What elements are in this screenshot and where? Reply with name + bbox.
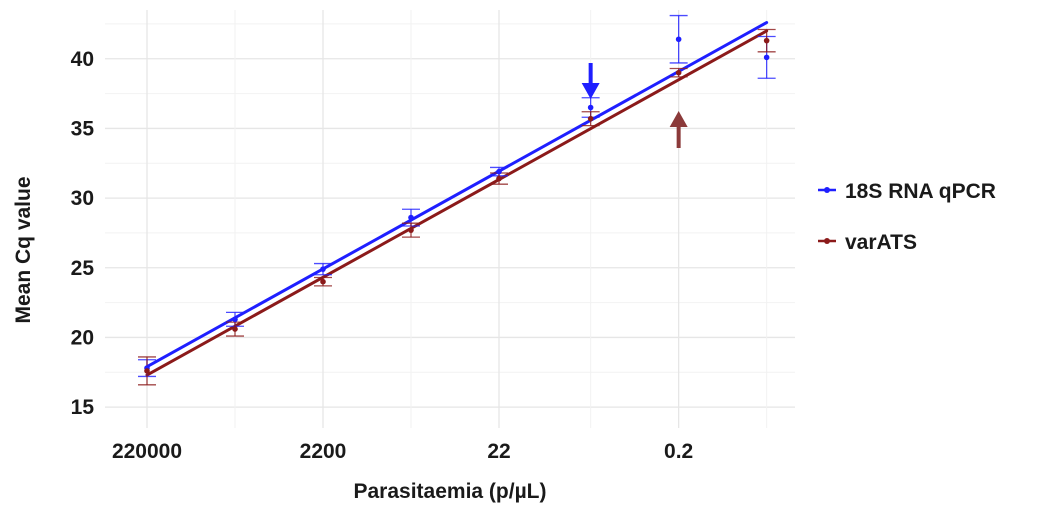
y-tick-label: 15: [71, 396, 95, 419]
arrow-up-head: [669, 111, 688, 127]
data-point: [232, 316, 238, 323]
fit-line: [145, 21, 769, 369]
x-tick-label: 0.2: [664, 440, 693, 463]
legend-label-varats: varATS: [845, 231, 917, 254]
data-point: [144, 368, 150, 374]
data-point: [587, 104, 594, 111]
fit-line: [145, 29, 769, 377]
data-point: [496, 175, 502, 182]
y-axis-title: Mean Cq value: [12, 176, 35, 323]
x-axis-title: Parasitaemia (p/µL): [354, 480, 547, 503]
data-point: [763, 37, 770, 44]
data-points: [144, 36, 770, 374]
legend-item-18s: 18S RNA qPCR: [818, 180, 996, 203]
annotation-arrows: [581, 63, 688, 148]
x-tick-label: 2200: [300, 440, 347, 463]
data-point: [675, 36, 682, 43]
y-tick-label: 20: [71, 326, 94, 349]
data-point: [232, 326, 238, 332]
y-tick-label: 25: [71, 257, 95, 280]
x-tick-label: 22: [487, 440, 510, 463]
x-tick-label: 220000: [112, 440, 182, 463]
y-tick-label: 40: [71, 48, 94, 71]
y-tick-label: 30: [71, 187, 94, 210]
data-point: [408, 227, 414, 233]
x-axis-ticks: 220000 2200 22 0.2: [112, 440, 693, 463]
y-tick-label: 35: [71, 117, 95, 140]
y-axis-ticks: 15 20 25 30 35 40: [71, 48, 95, 419]
arrow-down-head: [581, 83, 600, 99]
legend-dot-varats: [824, 238, 830, 244]
fit-lines: [145, 21, 769, 377]
legend-dot-18s: [824, 187, 830, 193]
data-point: [408, 214, 414, 221]
legend-label-18s: 18S RNA qPCR: [845, 180, 996, 203]
data-point: [587, 115, 594, 122]
data-point: [763, 54, 770, 61]
data-point: [496, 168, 502, 175]
legend: 18S RNA qPCR varATS: [818, 180, 996, 254]
data-point: [320, 278, 326, 285]
data-point: [320, 266, 326, 272]
data-point: [675, 69, 682, 76]
legend-item-varats: varATS: [818, 231, 917, 254]
